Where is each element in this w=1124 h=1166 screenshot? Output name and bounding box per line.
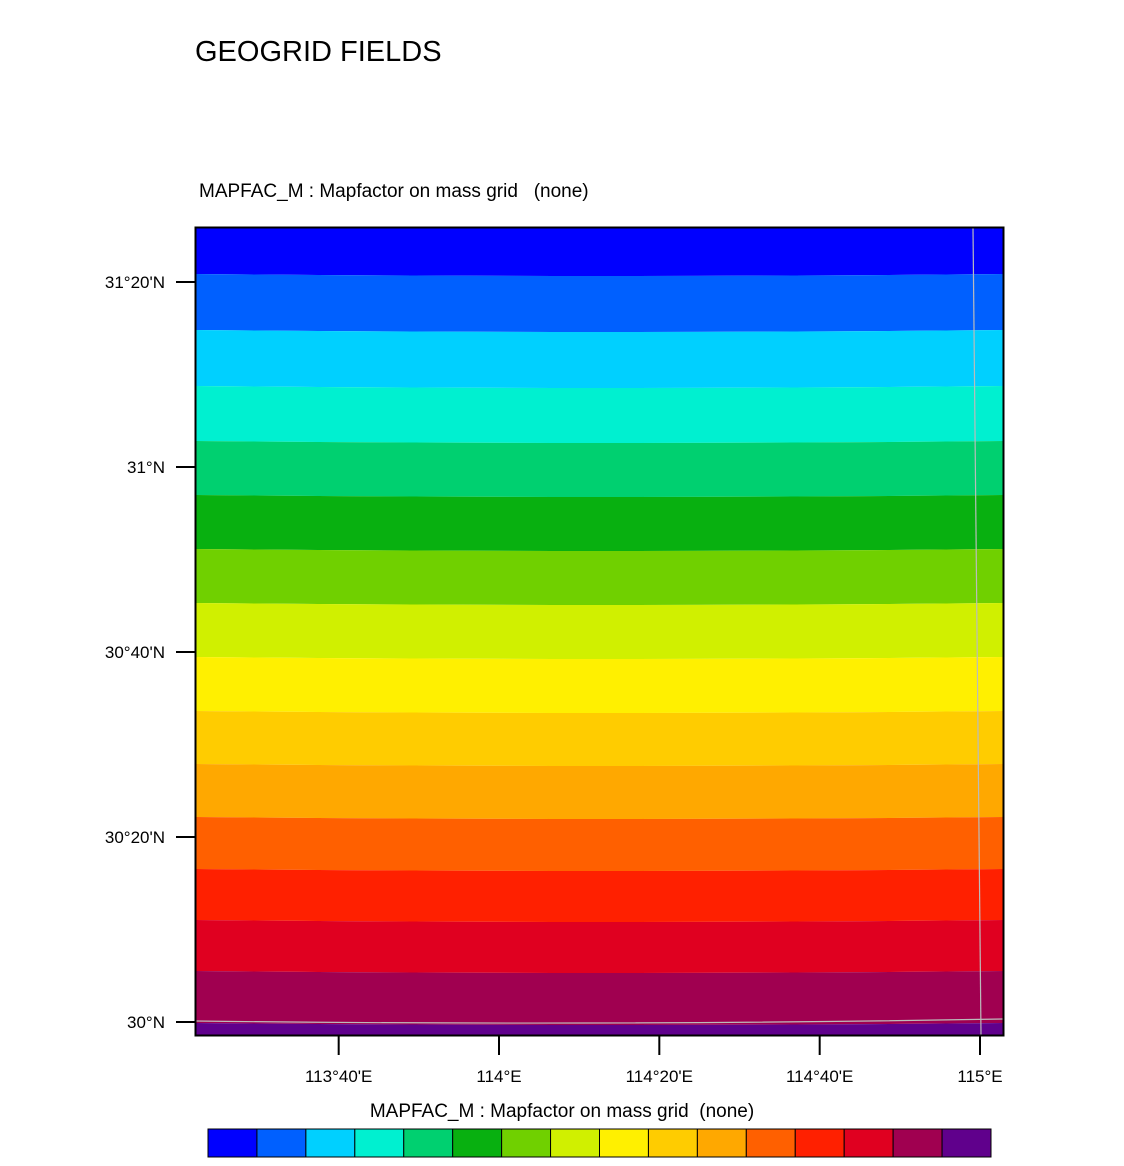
color-band <box>196 920 1003 973</box>
colorbar-box <box>501 1128 552 1158</box>
x-tick-label: 113°40'E <box>305 1067 372 1086</box>
colorbar-box <box>647 1128 698 1158</box>
colorbar-box <box>843 1128 894 1158</box>
color-band <box>196 228 1003 276</box>
y-tick-label: 31°20'N <box>105 273 165 292</box>
color-band <box>196 711 1003 766</box>
colorbar-box <box>599 1128 649 1158</box>
map-boundaries <box>195 227 1004 1036</box>
y-tick-label: 30°40'N <box>105 643 165 662</box>
color-band <box>196 441 1003 497</box>
color-band <box>196 1023 1003 1035</box>
boundary-line <box>972 227 982 1036</box>
plot-subtitle: MAPFAC_M : Mapfactor on mass grid (none) <box>199 181 589 202</box>
y-axis: 31°20'N 31°N 30°40'N 30°20'N 30°N <box>105 273 195 1032</box>
color-band <box>196 330 1003 388</box>
colorbar-box <box>941 1128 992 1158</box>
colorbar <box>207 1128 992 1158</box>
colorbar-box <box>794 1128 845 1158</box>
colorbar-box <box>305 1128 356 1158</box>
x-axis: 113°40'E 114°E 114°20'E 114°40'E 115°E <box>305 1036 1003 1086</box>
x-tick-label: 115°E <box>957 1067 1002 1086</box>
color-band <box>196 386 1003 443</box>
color-band <box>196 274 1003 332</box>
color-band <box>196 869 1003 922</box>
color-band <box>196 764 1003 819</box>
colorbar-box <box>745 1128 796 1158</box>
boundary-line <box>195 1018 1004 1024</box>
x-tick-label: 114°40'E <box>786 1067 853 1086</box>
colorbar-box <box>403 1128 454 1158</box>
y-tick-label: 30°20'N <box>105 828 165 847</box>
colorbar-box <box>892 1128 943 1158</box>
color-band <box>196 657 1003 713</box>
map-bands <box>196 228 1003 1035</box>
color-band <box>196 549 1003 605</box>
colorbar-box <box>207 1128 258 1158</box>
x-tick-label: 114°E <box>476 1067 521 1086</box>
colorbar-box <box>550 1128 600 1158</box>
color-band <box>196 817 1003 871</box>
colorbar-box <box>696 1128 747 1158</box>
page-title: GEOGRID FIELDS <box>195 36 442 68</box>
x-tick-label: 114°20'E <box>626 1067 693 1086</box>
y-tick-label: 31°N <box>127 458 165 477</box>
color-band <box>196 971 1003 1025</box>
y-tick-label: 30°N <box>127 1013 165 1032</box>
colorbar-box <box>354 1128 405 1158</box>
color-band <box>196 495 1003 551</box>
color-band <box>196 603 1003 659</box>
colorbar-box <box>256 1128 307 1158</box>
colorbar-title: MAPFAC_M : Mapfactor on mass grid (none) <box>369 1101 755 1122</box>
colorbar-box <box>452 1128 503 1158</box>
map-frame <box>194 226 1005 1037</box>
